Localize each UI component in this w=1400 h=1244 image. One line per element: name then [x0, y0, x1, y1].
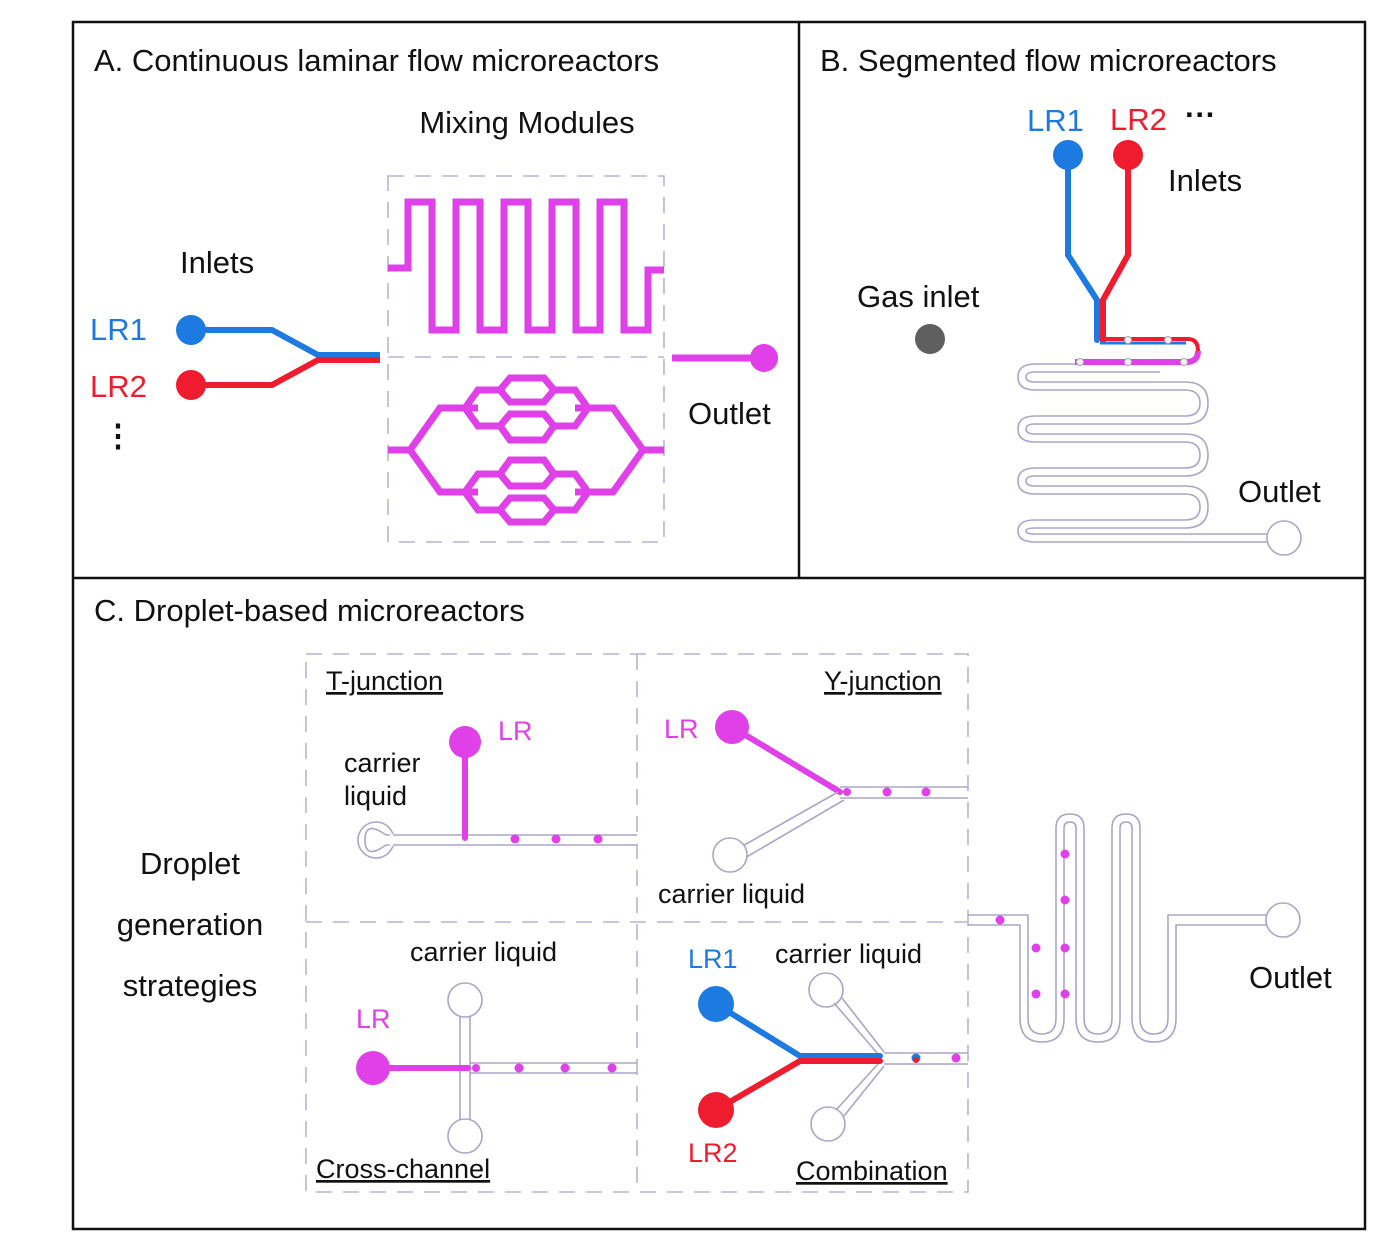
t-junction-carrier-line2: liquid — [344, 781, 407, 811]
cross-channel-channels — [356, 982, 637, 1154]
panel-a-lr2-channel — [191, 357, 380, 388]
strategy-line-1: Droplet — [140, 846, 240, 881]
y-junction-label: Y-junction — [824, 666, 942, 696]
panel-a: A. Continuous laminar flow microreactors… — [90, 43, 778, 543]
panel-a-lr1-label: LR1 — [90, 312, 147, 347]
panel-b-lr2-channel — [1100, 152, 1131, 343]
panel-c-outlet-serpentine — [968, 813, 1301, 1043]
y-junction-channels — [712, 710, 968, 873]
panel-a-inlets-label: Inlets — [180, 245, 254, 280]
panel-a-title: A. Continuous laminar flow microreactors — [94, 43, 659, 78]
strategy-line-3: strategies — [123, 968, 257, 1003]
t-junction-lr-label: LR — [498, 716, 533, 746]
panel-b-lr1-label: LR1 — [1027, 103, 1084, 138]
segmented-flow-lower — [1075, 350, 1201, 365]
panel-a-lr2-label: LR2 — [90, 369, 147, 404]
strategy-grid-box — [305, 653, 969, 1193]
t-junction-channels — [357, 726, 637, 859]
strategy-line-2: generation — [117, 907, 264, 942]
panel-b-serpentine-channel — [1017, 363, 1270, 543]
serpentine-mixer — [388, 198, 664, 334]
combination-carrier-label: carrier liquid — [775, 939, 922, 969]
combination-lr1-label: LR1 — [688, 944, 738, 974]
gas-inlet-label: Gas inlet — [857, 279, 980, 314]
panel-a-outlet-reservoir — [750, 344, 778, 372]
panel-b-outlet-label: Outlet — [1238, 474, 1321, 509]
panel-a-more-inlets: ⋮ — [103, 418, 134, 453]
combination-label: Combination — [796, 1156, 948, 1186]
cross-channel-lr-label: LR — [356, 1004, 391, 1034]
panel-b-title: B. Segmented flow microreactors — [820, 43, 1277, 78]
y-junction-lr-label: LR — [664, 714, 699, 744]
cross-channel-carrier-label: carrier liquid — [410, 937, 557, 967]
t-junction-carrier-line1: carrier — [344, 748, 421, 778]
panel-b-inlets-label: Inlets — [1168, 163, 1242, 198]
gas-bubbles — [1076, 336, 1188, 366]
panel-frames — [71, 20, 1367, 1231]
panel-c-title: C. Droplet-based microreactors — [94, 593, 525, 628]
panel-b: B. Segmented flow microreactors LR1 LR2 … — [820, 43, 1321, 556]
panel-b-outlet-reservoir — [1266, 520, 1302, 556]
panel-a-outlet-label: Outlet — [688, 396, 771, 431]
panel-b-lr1-channel — [1065, 152, 1100, 343]
combination-lr2-label: LR2 — [688, 1138, 738, 1168]
t-junction-label: T-junction — [326, 666, 443, 696]
panel-b-lr2-label: LR2 — [1110, 102, 1167, 137]
mixing-module-box — [387, 175, 665, 543]
segmented-flow-upper — [1100, 337, 1200, 352]
mixing-modules-label: Mixing Modules — [419, 105, 634, 140]
panel-b-more-inlets: ··· — [1185, 97, 1216, 132]
panel-b-serpentine-channel-inner — [1025, 371, 1270, 535]
panel-c: C. Droplet-based microreactors Droplet g… — [94, 593, 1332, 1193]
cross-channel-label: Cross-channel — [316, 1154, 490, 1184]
figure-frame — [71, 20, 1367, 1231]
panel-c-outlet-label: Outlet — [1249, 960, 1332, 995]
panel-a-lr1-channel — [191, 327, 380, 358]
split-recombine-mixer — [388, 374, 664, 526]
combination-channels — [698, 972, 968, 1142]
y-junction-carrier-label: carrier liquid — [658, 879, 805, 909]
